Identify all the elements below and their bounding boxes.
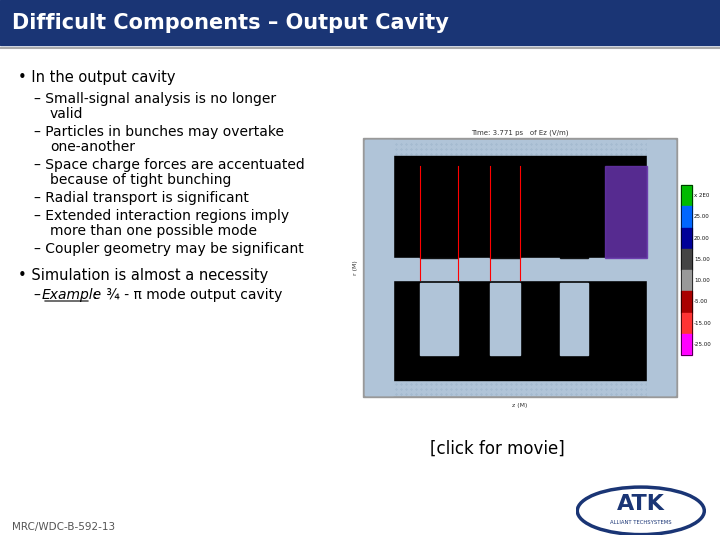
- Text: x 2E0: x 2E0: [694, 193, 709, 198]
- Text: MRC/WDC-B-592-13: MRC/WDC-B-592-13: [12, 522, 115, 532]
- Text: valid: valid: [50, 107, 84, 121]
- Text: 10.00: 10.00: [694, 278, 710, 283]
- Text: 15.00: 15.00: [694, 257, 710, 262]
- Text: – Extended interaction regions imply: – Extended interaction regions imply: [34, 209, 289, 223]
- Bar: [681, 313, 692, 334]
- Text: ATK: ATK: [617, 494, 665, 515]
- Text: more than one possible mode: more than one possible mode: [50, 224, 257, 238]
- Bar: [681, 185, 692, 206]
- Bar: [681, 334, 692, 355]
- Text: • In the output cavity: • In the output cavity: [18, 70, 176, 85]
- Text: 20.00: 20.00: [694, 235, 710, 241]
- Bar: [681, 206, 692, 227]
- Bar: [681, 185, 692, 355]
- Text: – Small-signal analysis is no longer: – Small-signal analysis is no longer: [34, 92, 276, 106]
- Text: • Simulation is almost a necessity: • Simulation is almost a necessity: [18, 268, 269, 283]
- Text: – Radial transport is significant: – Radial transport is significant: [34, 191, 249, 205]
- Bar: [365, 140, 393, 395]
- Text: -5.00: -5.00: [694, 299, 708, 305]
- Bar: [605, 166, 647, 258]
- Bar: [393, 156, 647, 258]
- Text: Example: Example: [42, 288, 102, 302]
- Text: – Particles in bunches may overtake: – Particles in bunches may overtake: [34, 125, 284, 139]
- Text: – Space charge forces are accentuated: – Space charge forces are accentuated: [34, 158, 305, 172]
- Text: Difficult Components – Output Cavity: Difficult Components – Output Cavity: [12, 13, 449, 33]
- Text: :  ¾ - π mode output cavity: : ¾ - π mode output cavity: [93, 288, 282, 302]
- Bar: [365, 140, 675, 395]
- Bar: [681, 227, 692, 249]
- Text: z (M): z (M): [513, 403, 528, 408]
- Text: r (M): r (M): [353, 261, 358, 275]
- Text: –: –: [34, 288, 45, 302]
- Bar: [420, 283, 458, 355]
- Text: 25.00: 25.00: [694, 214, 710, 219]
- Text: because of tight bunching: because of tight bunching: [50, 173, 231, 187]
- Text: [click for movie]: [click for movie]: [430, 440, 564, 458]
- Text: Time: 3.771 ps   of Ez (V/m): Time: 3.771 ps of Ez (V/m): [472, 130, 569, 136]
- Bar: [681, 291, 692, 313]
- Text: ALLIANT TECHSYSTEMS: ALLIANT TECHSYSTEMS: [610, 520, 672, 525]
- Bar: [560, 166, 588, 258]
- Text: -25.00: -25.00: [694, 342, 712, 347]
- Bar: [560, 283, 588, 355]
- Bar: [393, 258, 647, 280]
- Bar: [490, 166, 520, 258]
- Bar: [681, 249, 692, 270]
- Bar: [490, 283, 520, 355]
- Bar: [647, 140, 675, 395]
- Bar: [420, 166, 458, 258]
- Bar: [0, 0, 720, 45]
- Bar: [681, 270, 692, 291]
- Text: – Coupler geometry may be significant: – Coupler geometry may be significant: [34, 242, 304, 256]
- Bar: [363, 138, 677, 397]
- Bar: [393, 273, 647, 380]
- Text: -15.00: -15.00: [694, 321, 712, 326]
- Text: one-another: one-another: [50, 140, 135, 154]
